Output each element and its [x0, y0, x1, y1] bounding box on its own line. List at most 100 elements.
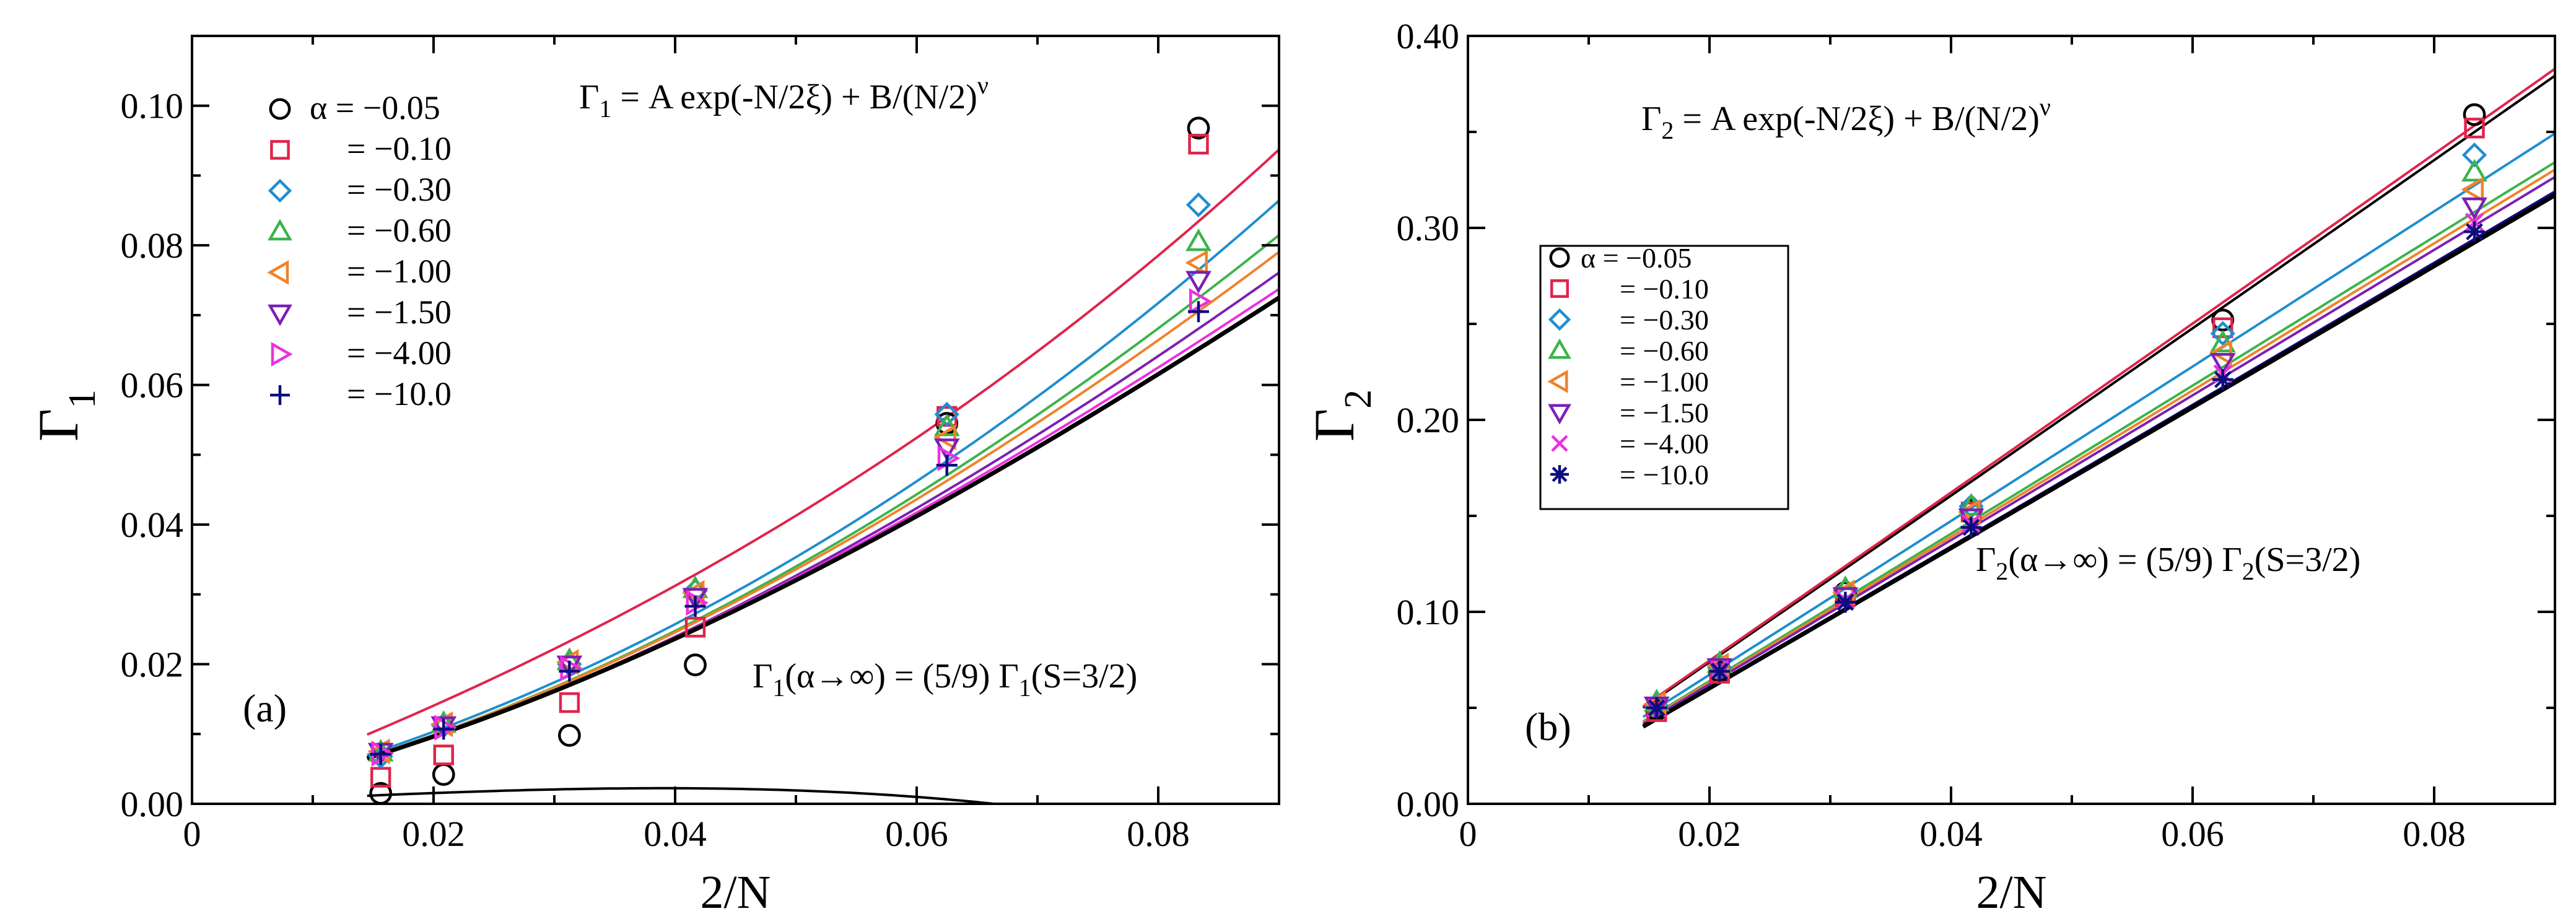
- x-tick-label: 0.02: [402, 814, 465, 854]
- series-7: [370, 301, 1209, 765]
- fit-curve: [1642, 74, 2555, 709]
- legend-marker: [1547, 370, 1568, 393]
- y-axis-label: Γ2: [1303, 390, 1379, 442]
- y-axis-label-main: Γ: [1303, 409, 1366, 442]
- fit-curve: [367, 251, 1279, 759]
- legend-marker: [1549, 247, 1570, 268]
- legend-label: = −0.60: [1620, 335, 1709, 367]
- data-point: [2210, 321, 2235, 346]
- legend-marker: [270, 385, 290, 405]
- legend-label: = −1.50: [347, 294, 452, 331]
- data-point: [559, 692, 580, 713]
- legend: α = −0.05 = −0.10 = −0.30 = −0.60 = −1.00 = −…: [267, 89, 452, 412]
- y-tick-label: 0.02: [121, 645, 184, 685]
- fit-curve: [1642, 176, 2555, 725]
- annot-sub2: 2: [2242, 557, 2255, 585]
- x-tick-label: 0: [1459, 814, 1477, 854]
- legend-marker: [268, 219, 292, 241]
- fit-curve-limit: [1642, 193, 2555, 729]
- y-axis-label-main: Γ: [27, 409, 90, 442]
- data-point: [1835, 591, 1856, 613]
- fit-curves: [366, 149, 1279, 804]
- x-axis: 0 0.02 0.04 0.06 0.08: [183, 36, 1190, 854]
- formula-sup: ν: [2040, 93, 2051, 121]
- legend-marker: [1548, 338, 1571, 359]
- legend-marker: [1548, 308, 1571, 331]
- plot-frame: [191, 35, 1280, 805]
- data-point: [684, 653, 707, 677]
- panel-a: 0 0.02 0.04 0.06 0.08 0.00 0.02 0.04 0.06 0.08 0.1…: [27, 35, 1280, 918]
- legend-label: α = −0.05: [1581, 242, 1692, 274]
- data-point: [933, 413, 960, 437]
- x-tick-label: 0.06: [2161, 814, 2224, 854]
- y-tick-label: 0.08: [121, 225, 184, 266]
- legend-label: = −10.0: [1620, 459, 1709, 490]
- y-tick-label: 0.40: [1397, 16, 1460, 56]
- panel-b: 0 0.02 0.04 0.06 0.08 0.00 0.10 0.20 0.30 0.40 2/N…: [1303, 16, 2556, 918]
- legend-label: = −0.30: [1620, 304, 1709, 336]
- data-point: [2461, 159, 2487, 182]
- x-tick-label: 0.08: [2403, 814, 2466, 854]
- data-point: [430, 716, 457, 739]
- y-tick-label: 0.00: [121, 784, 184, 824]
- annot-sub: 1: [772, 674, 785, 702]
- data-point: [1187, 301, 1209, 323]
- legend-marker: [270, 140, 290, 160]
- legend-marker: [268, 304, 292, 326]
- data-point: [684, 595, 706, 617]
- data-point: [1185, 250, 1208, 276]
- data-point: [933, 424, 956, 451]
- formula-sup: ν: [977, 71, 989, 99]
- y-tick-label: 0.30: [1397, 208, 1460, 248]
- fit-curve: [1642, 132, 2555, 718]
- panel-label: (b): [1525, 705, 1571, 749]
- fit-formula: Γ1 = A exp(-N/2ξ) + B/(N/2)ν: [579, 71, 989, 123]
- annot-mid: (α→∞) = (5/9) Γ: [785, 657, 1018, 695]
- legend-marker: [267, 260, 289, 285]
- fit-curve: [1642, 161, 2555, 723]
- fit-curve-limit: [366, 295, 1279, 760]
- fit-curves: [1642, 68, 2555, 729]
- data-point: [2461, 142, 2487, 168]
- data-point: [369, 782, 393, 805]
- legend-marker: [1548, 404, 1571, 425]
- data-point: [934, 401, 959, 427]
- legend-label: = −4.00: [347, 334, 452, 372]
- formula-prefix: Γ: [579, 78, 599, 116]
- series-0: [369, 116, 1210, 805]
- panel-label: (a): [243, 686, 287, 730]
- data-point: [1960, 516, 1982, 538]
- data-point: [2209, 353, 2236, 376]
- x-tick-label: 0.08: [1127, 814, 1190, 854]
- legend-label: = −1.00: [1620, 366, 1709, 398]
- annot-sub2: 1: [1019, 674, 1031, 702]
- legend-label: = −4.00: [1620, 428, 1709, 460]
- y-tick-label: 0.00: [1397, 784, 1460, 824]
- x-axis: 0 0.02 0.04 0.06 0.08: [1459, 36, 2466, 854]
- legend-box: [1539, 245, 1789, 510]
- legend-label: = −1.50: [1620, 397, 1709, 429]
- annot-gamma: Γ: [753, 657, 772, 695]
- formula-sub: 2: [1661, 116, 1674, 144]
- legend-label: = −10.0: [347, 375, 452, 412]
- annot-end: (S=3/2): [1031, 657, 1138, 695]
- formula-body: = A exp(-N/2ξ) + B/(N/2): [611, 78, 977, 116]
- x-tick-label: 0.04: [1919, 814, 1983, 854]
- data-point: [1706, 658, 1733, 681]
- data-point: [1188, 134, 1209, 155]
- x-axis-label: 2/N: [701, 866, 771, 918]
- data-point: [2209, 329, 2236, 352]
- y-axis-label-sub: 2: [1337, 390, 1379, 409]
- data-point: [1709, 661, 1731, 682]
- data-point: [2461, 176, 2484, 203]
- x-axis-label: 2/N: [1976, 866, 2047, 918]
- y-axis-label-sub: 1: [61, 390, 103, 409]
- annot-mid: (α→∞) = (5/9) Γ: [2008, 541, 2242, 579]
- data-point: [1185, 192, 1212, 217]
- fit-curve: [367, 786, 1006, 804]
- legend-label: = −0.10: [1620, 273, 1709, 305]
- data-point: [1646, 697, 1667, 718]
- formula-prefix: Γ: [1641, 100, 1661, 138]
- fit-formula: Γ2 = A exp(-N/2ξ) + B/(N/2)ν: [1641, 93, 2051, 144]
